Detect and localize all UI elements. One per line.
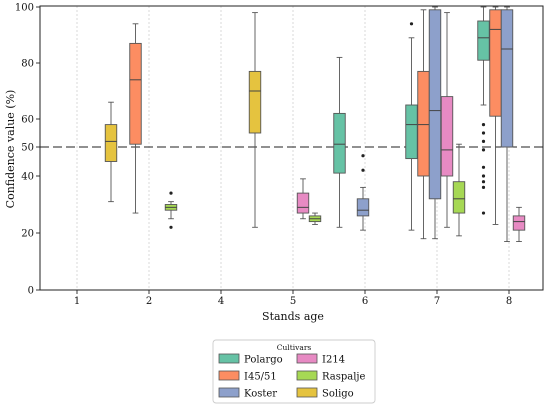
box-body: [428, 9, 442, 200]
legend-entry-i214: I214: [296, 353, 345, 366]
outlier-point: [481, 165, 486, 169]
legend-swatch: [296, 370, 318, 381]
outlier-point: [481, 139, 486, 143]
y-tick-label: 40: [21, 172, 34, 183]
box-body: [477, 20, 490, 61]
box-i214-age-8: [512, 206, 526, 243]
legend-swatch: [218, 353, 240, 364]
box-body: [405, 104, 418, 160]
box-koster-age-6: [356, 154, 370, 231]
x-axis-label: Stands age: [262, 310, 324, 323]
box-body: [500, 9, 514, 148]
box-body: [129, 42, 142, 145]
outlier-point: [409, 22, 414, 26]
box-body: [333, 112, 346, 174]
legend-entry-i45-51: I45/51: [218, 370, 277, 383]
box-i45-51-age-2: [129, 23, 142, 214]
x-tick-label: 6: [362, 296, 368, 307]
legend-entry-soligo: Soligo: [296, 387, 354, 400]
x-tick-label: 5: [290, 296, 296, 307]
legend-title: Cultivars: [277, 343, 312, 352]
legend-label: Koster: [244, 389, 277, 400]
outlier-point: [481, 148, 486, 152]
box-raspalje-age-2: [164, 191, 178, 229]
y-tick-label: 80: [21, 59, 34, 70]
x-tick-label: 8: [506, 296, 512, 307]
box-body: [489, 9, 502, 117]
outlier-point: [481, 211, 486, 215]
box-body: [104, 124, 118, 162]
box-polargo-age-8: [477, 6, 490, 215]
y-tick-label: 50: [21, 143, 34, 154]
legend-swatch: [296, 387, 318, 398]
x-tick-label: 2: [146, 296, 152, 307]
legend-label: I214: [322, 355, 345, 366]
box-koster-age-7: [428, 6, 442, 240]
x-tick-label: 4: [218, 296, 224, 307]
legend-entry-raspalje: Raspalje: [296, 370, 366, 383]
x-tick-label: 7: [434, 296, 440, 307]
box-body: [440, 96, 454, 177]
legend-frame: [212, 339, 376, 404]
x-tick-label: 1: [74, 296, 80, 307]
legend-swatch: [218, 387, 240, 398]
box-body: [417, 70, 430, 177]
legend-label: Raspalje: [322, 372, 366, 383]
outlier-point: [481, 180, 486, 184]
legend-entry-koster: Koster: [218, 387, 277, 400]
outlier-point: [169, 191, 173, 195]
outlier-point: [169, 225, 173, 229]
legend-swatch: [218, 370, 240, 381]
box-koster-age-8: [500, 6, 514, 243]
y-tick-label: 20: [21, 229, 34, 240]
legend-label: Polargo: [244, 355, 283, 366]
box-raspalje-age-7: [452, 143, 466, 237]
legend-entry-polargo: Polargo: [218, 353, 283, 366]
box-polargo-age-6: [333, 56, 346, 228]
box-soligo-age-4: [248, 12, 262, 228]
box-raspalje-age-5: [308, 212, 322, 225]
legend-label: Soligo: [322, 389, 354, 400]
legend-label: I45/51: [244, 372, 277, 383]
y-tick-label: 100: [15, 3, 34, 14]
legend-swatch: [296, 353, 318, 364]
y-tick-label: 60: [21, 115, 34, 126]
outlier-point: [481, 123, 486, 127]
box-polargo-age-7: [405, 22, 418, 231]
outlier-point: [361, 154, 365, 158]
outlier-point: [481, 174, 486, 178]
outlier-point: [481, 131, 486, 135]
box-body: [248, 70, 262, 134]
box-body: [296, 192, 310, 214]
outlier-point: [481, 185, 486, 189]
box-body: [512, 215, 526, 231]
y-tick-label: 0: [28, 286, 34, 297]
legend: Cultivars Polargo I45/51 Koster I214 Raspalje…: [212, 339, 376, 404]
box-soligo-age-1: [104, 101, 118, 203]
outlier-point: [361, 168, 365, 172]
box-body: [452, 181, 466, 214]
y-axis-label: Confidence value (%): [4, 90, 17, 209]
box-i214-age-5: [296, 178, 310, 220]
box-i214-age-7: [440, 12, 454, 228]
box-body: [356, 198, 370, 217]
plot-frame: [39, 5, 544, 291]
